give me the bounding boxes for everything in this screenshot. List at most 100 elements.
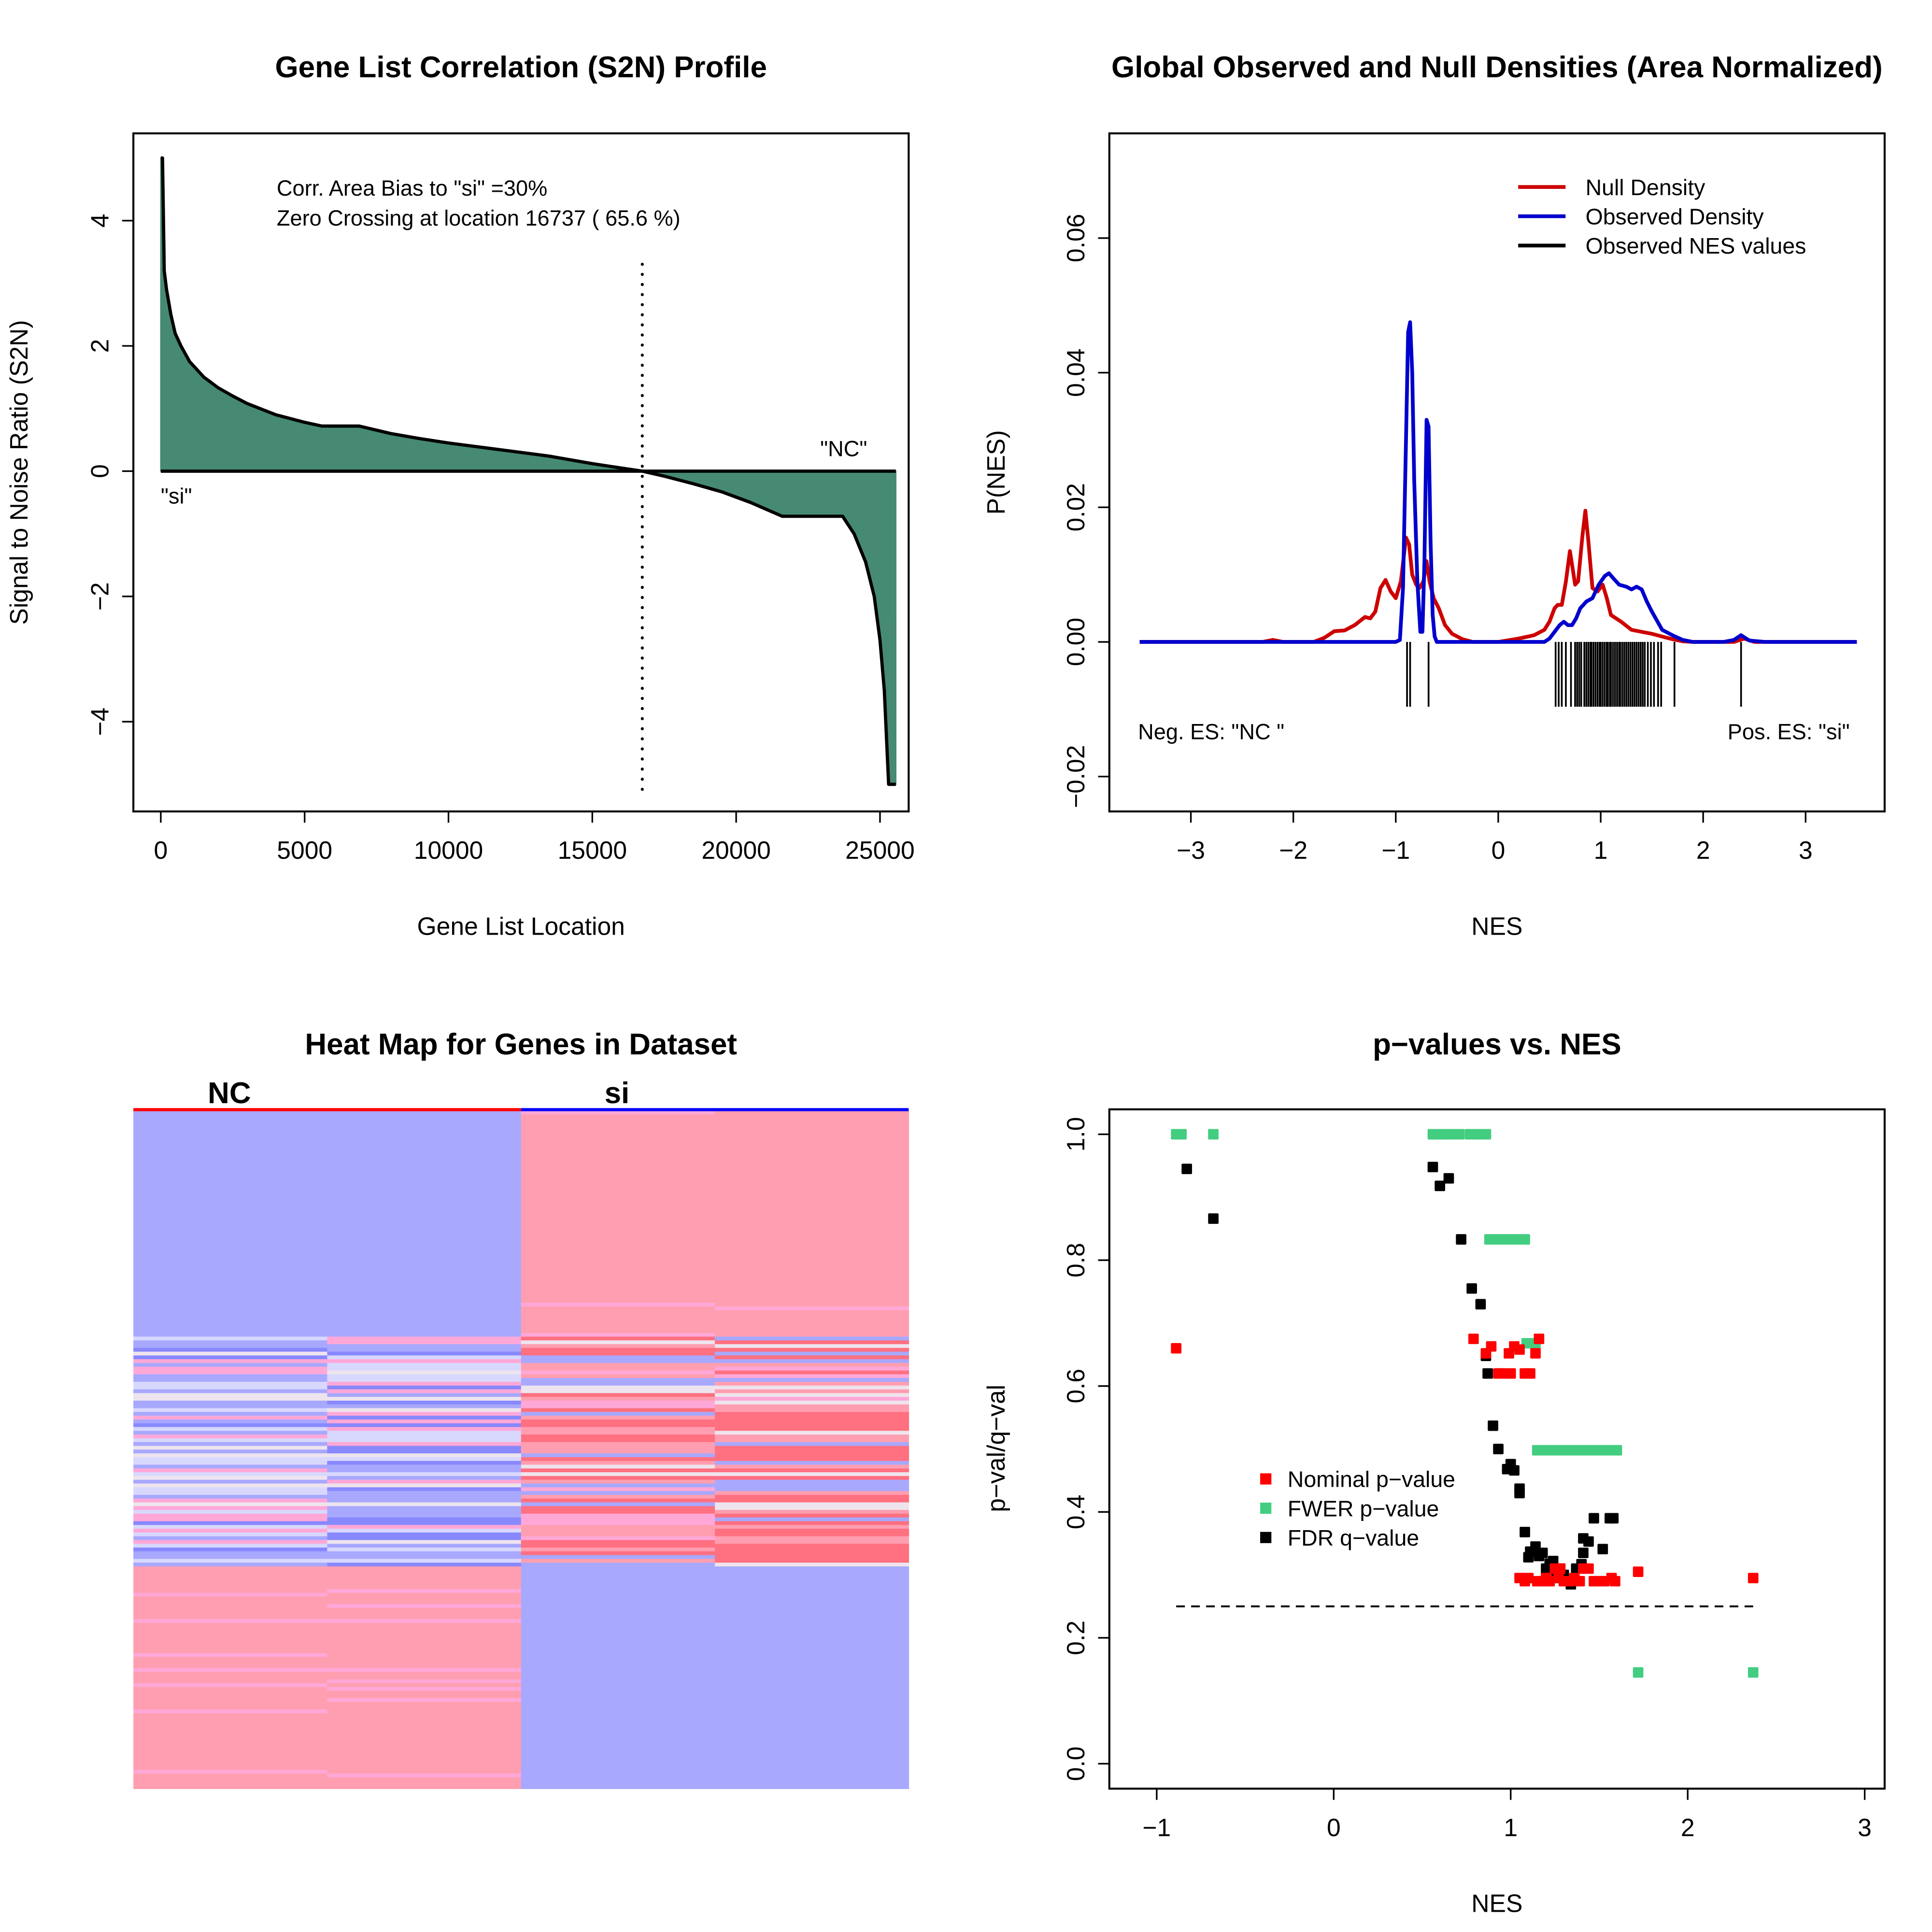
heatmap-cell — [327, 1144, 522, 1149]
heatmap-cell — [327, 1216, 522, 1221]
heatmap-cell — [327, 1589, 522, 1593]
heatmap-cell — [715, 1702, 909, 1706]
heatmap-cell — [521, 1140, 715, 1145]
y-tick-label: 0.06 — [1062, 214, 1090, 262]
heatmap-cell — [715, 1544, 909, 1548]
x-tick-label: −1 — [1381, 836, 1410, 864]
heatmap-cell — [133, 1649, 328, 1654]
heatmap-cell — [327, 1664, 522, 1669]
heatmap-cell — [133, 1329, 328, 1334]
heatmap-cell — [327, 1770, 522, 1774]
heatmap-cell — [327, 1615, 522, 1620]
heatmap-cell — [715, 1242, 909, 1247]
heatmap-cell — [327, 1774, 522, 1778]
heatmap-cell — [715, 1366, 909, 1371]
heatmap-cell — [715, 1739, 909, 1744]
heatmap-cell — [715, 1777, 909, 1782]
heatmap-cell — [521, 1378, 715, 1382]
heatmap-cell — [521, 1299, 715, 1303]
heatmap-cell — [133, 1419, 328, 1424]
heatmap-cell — [133, 1525, 328, 1529]
heatmap-cell — [133, 1487, 328, 1492]
heatmap-cell — [521, 1125, 715, 1130]
heatmap-cell — [715, 1600, 909, 1605]
heatmap-cell — [133, 1144, 328, 1149]
fwer-p-point — [1472, 1129, 1482, 1140]
heatmap-cell — [521, 1238, 715, 1243]
heatmap-cell — [521, 1318, 715, 1322]
heatmap-grid — [133, 1110, 909, 1790]
heatmap-cell — [521, 1336, 715, 1341]
heatmap-cell — [327, 1657, 522, 1661]
fwer-p-point — [1576, 1445, 1587, 1456]
heatmap-cell — [715, 1506, 909, 1510]
heatmap-cell — [715, 1664, 909, 1669]
heatmap-cell — [327, 1540, 522, 1545]
density-title: Global Observed and Null Densities (Area… — [1111, 51, 1883, 84]
heatmap-cell — [327, 1694, 522, 1699]
heatmap-cell — [521, 1321, 715, 1326]
nominal-p-point — [1747, 1573, 1759, 1583]
y-tick-label: −2 — [86, 582, 114, 611]
heatmap-cell — [133, 1679, 328, 1684]
heatmap-cell — [327, 1114, 522, 1119]
panel-heatmap: Heat Map for Genes in Dataset NC si — [133, 1028, 909, 1790]
density-plot-area — [1139, 320, 1857, 707]
heatmap-cell — [521, 1653, 715, 1658]
heatmap-cell — [715, 1314, 909, 1319]
heatmap-cell — [521, 1758, 715, 1763]
heatmap-cell — [327, 1709, 522, 1714]
fdr-q-point — [1443, 1173, 1454, 1184]
heatmap-cell — [327, 1427, 522, 1432]
heatmap-cell — [715, 1774, 909, 1778]
heatmap-cell — [715, 1235, 909, 1239]
heatmap-cell — [133, 1513, 328, 1518]
heatmap-cell — [133, 1604, 328, 1608]
heatmap-cell — [327, 1532, 522, 1537]
heatmap-cell — [521, 1268, 715, 1273]
heatmap-cell — [521, 1374, 715, 1378]
heatmap-cell — [715, 1438, 909, 1443]
heatmap-cell — [715, 1536, 909, 1541]
heatmap-cell — [521, 1355, 715, 1360]
density-legend: Null Density Observed Density Observed NES… — [1518, 175, 1806, 258]
heatmap-cell — [715, 1427, 909, 1432]
heatmap-cell — [327, 1355, 522, 1360]
heatmap-cell — [327, 1212, 522, 1217]
heatmap-cell — [715, 1672, 909, 1676]
fdr-q-point — [1597, 1544, 1608, 1555]
heatmap-cell — [715, 1668, 909, 1673]
heatmap-cell — [133, 1770, 328, 1774]
heatmap-cell — [133, 1325, 328, 1330]
heatmap-cell — [715, 1766, 909, 1771]
heatmap-cell — [327, 1261, 522, 1265]
heatmap-cell — [521, 1529, 715, 1533]
heatmap-cell — [715, 1140, 909, 1145]
heatmap-cell — [521, 1287, 715, 1292]
heatmap-cell — [715, 1223, 909, 1228]
heatmap-cell — [133, 1152, 328, 1156]
heatmap-cell — [521, 1720, 715, 1725]
heatmap-cell — [133, 1163, 328, 1168]
heatmap-cell — [327, 1577, 522, 1582]
heatmap-cell — [521, 1208, 715, 1213]
heatmap-cell — [521, 1766, 715, 1771]
heatmap-cell — [133, 1461, 328, 1465]
heatmap-cell — [327, 1747, 522, 1752]
heatmap-cell — [715, 1781, 909, 1786]
y-tick-label: 0 — [86, 464, 114, 478]
x-tick-label: 25000 — [845, 836, 915, 864]
heatmap-cell — [521, 1133, 715, 1137]
heatmap-cell — [715, 1122, 909, 1126]
heatmap-cell — [327, 1329, 522, 1334]
heatmap-cell — [327, 1574, 522, 1578]
fdr-q-point — [1482, 1368, 1493, 1379]
fwer-p-point — [1558, 1445, 1569, 1456]
heatmap-cell — [715, 1321, 909, 1326]
heatmap-cell — [715, 1340, 909, 1345]
heatmap-cell — [133, 1193, 328, 1198]
heatmap-cell — [521, 1438, 715, 1443]
heatmap-cell — [327, 1416, 522, 1420]
heatmap-cell — [327, 1728, 522, 1733]
heatmap-cell — [133, 1589, 328, 1593]
